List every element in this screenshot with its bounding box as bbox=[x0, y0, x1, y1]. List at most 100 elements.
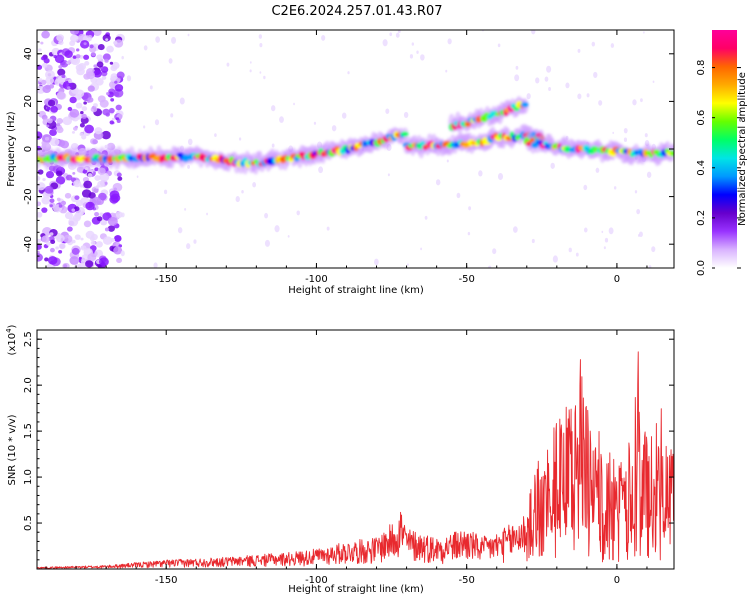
noise-blob-faint bbox=[149, 85, 153, 90]
noise-blob bbox=[49, 247, 55, 253]
noise-blob bbox=[90, 106, 98, 113]
noise-blob bbox=[84, 61, 90, 66]
noise-blob-faint bbox=[646, 171, 652, 178]
colorbar: 0.0 0.2 0.4 0.6 0.8 Normalized spectral ampl… bbox=[696, 30, 748, 276]
noise-blob-faint bbox=[497, 172, 504, 181]
noise-blob bbox=[42, 177, 46, 182]
noise-blob-faint bbox=[259, 71, 262, 74]
noise-blob-faint bbox=[445, 69, 448, 73]
noise-blob-faint bbox=[623, 137, 628, 142]
snr-x-tick-label: 0 bbox=[614, 575, 620, 586]
noise-blob bbox=[113, 246, 123, 255]
noise-blob bbox=[53, 54, 58, 59]
noise-blob-faint bbox=[577, 93, 582, 100]
noise-blob bbox=[118, 244, 123, 248]
noise-blob bbox=[109, 120, 115, 125]
snr-y-tick-label: 2.0 bbox=[23, 377, 34, 393]
noise-blob bbox=[83, 180, 93, 189]
noise-blob bbox=[50, 105, 58, 113]
noise-blob bbox=[116, 119, 121, 124]
noise-blob-faint bbox=[264, 239, 270, 247]
noise-blob-faint bbox=[552, 255, 558, 263]
noise-blob bbox=[71, 239, 76, 244]
snr-x-tick-label: -100 bbox=[305, 575, 328, 586]
noise-blob bbox=[110, 65, 118, 72]
noise-blob bbox=[70, 34, 79, 43]
noise-blob-faint bbox=[586, 93, 590, 98]
noise-blob-faint bbox=[416, 50, 419, 54]
spectrogram-ridges-layer bbox=[37, 95, 674, 175]
noise-blob-faint bbox=[593, 71, 598, 78]
noise-blob-faint bbox=[514, 74, 520, 82]
noise-blob-faint bbox=[187, 138, 193, 146]
noise-blob bbox=[110, 238, 116, 242]
noise-blob bbox=[37, 169, 44, 175]
noise-blob bbox=[45, 170, 55, 179]
noise-blob-faint bbox=[271, 143, 275, 148]
noise-blob-faint bbox=[258, 34, 262, 39]
noise-blob bbox=[46, 241, 51, 246]
colorbar-tick-label: 0.8 bbox=[696, 60, 707, 76]
noise-blob bbox=[58, 243, 66, 250]
noise-blob bbox=[56, 197, 61, 202]
noise-blob bbox=[79, 123, 85, 128]
noise-blob bbox=[82, 169, 88, 174]
noise-blob bbox=[70, 56, 81, 66]
noise-blob-faint bbox=[648, 265, 652, 268]
noise-blob bbox=[116, 172, 122, 178]
spectrogram-x-tick-label: 0 bbox=[614, 274, 620, 285]
noise-blob-faint bbox=[279, 116, 284, 123]
noise-blob-faint bbox=[347, 71, 350, 75]
noise-blob bbox=[91, 196, 102, 206]
noise-blob bbox=[62, 116, 73, 126]
noise-blob bbox=[97, 44, 105, 51]
noise-blob-faint bbox=[643, 31, 645, 34]
noise-blob bbox=[41, 62, 48, 68]
noise-blob bbox=[92, 139, 98, 145]
noise-blob bbox=[38, 48, 42, 52]
colorbar-gradient bbox=[712, 30, 737, 268]
noise-blob bbox=[37, 253, 43, 262]
noise-blob bbox=[37, 201, 41, 207]
noise-blob-faint bbox=[411, 42, 414, 46]
noise-blob bbox=[75, 102, 83, 109]
noise-blob-faint bbox=[568, 247, 572, 253]
snr-line-layer bbox=[37, 351, 674, 569]
noise-blob bbox=[37, 175, 41, 181]
noise-blob bbox=[101, 75, 107, 80]
noise-blob bbox=[41, 79, 47, 85]
noise-blob-faint bbox=[603, 246, 606, 250]
noise-blob bbox=[81, 106, 88, 112]
noise-blob bbox=[50, 239, 56, 245]
noise-blob-faint bbox=[640, 98, 643, 103]
noise-blob-faint bbox=[478, 170, 483, 177]
noise-blob bbox=[112, 182, 123, 192]
snr-panel: -150 -100 -50 0 0.5 1.0 1.5 2.0 2.5 Height of st… bbox=[5, 324, 675, 595]
noise-blob bbox=[71, 247, 80, 255]
svg-text:(x104): (x104) bbox=[5, 324, 18, 355]
noise-blob-faint bbox=[318, 166, 324, 174]
noise-blob bbox=[109, 61, 114, 65]
noise-blob-faint bbox=[531, 30, 536, 35]
colorbar-tick-label: 0.6 bbox=[696, 110, 707, 126]
noise-blob bbox=[37, 211, 43, 218]
colorbar-tick-label: 0.4 bbox=[696, 160, 707, 176]
noise-blob bbox=[49, 198, 55, 203]
noise-blob bbox=[64, 50, 73, 58]
noise-blob bbox=[69, 256, 80, 265]
noise-blob-faint bbox=[193, 239, 197, 244]
noise-blob bbox=[37, 250, 40, 255]
noise-blob-faint bbox=[259, 42, 263, 48]
noise-blob-faint bbox=[168, 58, 173, 64]
noise-blob-faint bbox=[608, 227, 614, 235]
noise-blob bbox=[37, 243, 42, 250]
noise-blob-faint bbox=[604, 237, 609, 243]
noise-blob bbox=[55, 246, 59, 250]
noise-blob bbox=[115, 211, 123, 218]
spectrogram-y-tick-label: 20 bbox=[23, 95, 34, 108]
noise-blob-faint bbox=[632, 99, 637, 106]
noise-blob bbox=[41, 30, 50, 39]
noise-blob bbox=[89, 236, 96, 242]
noise-blob-faint bbox=[447, 38, 452, 45]
ridge-blob bbox=[400, 131, 409, 137]
